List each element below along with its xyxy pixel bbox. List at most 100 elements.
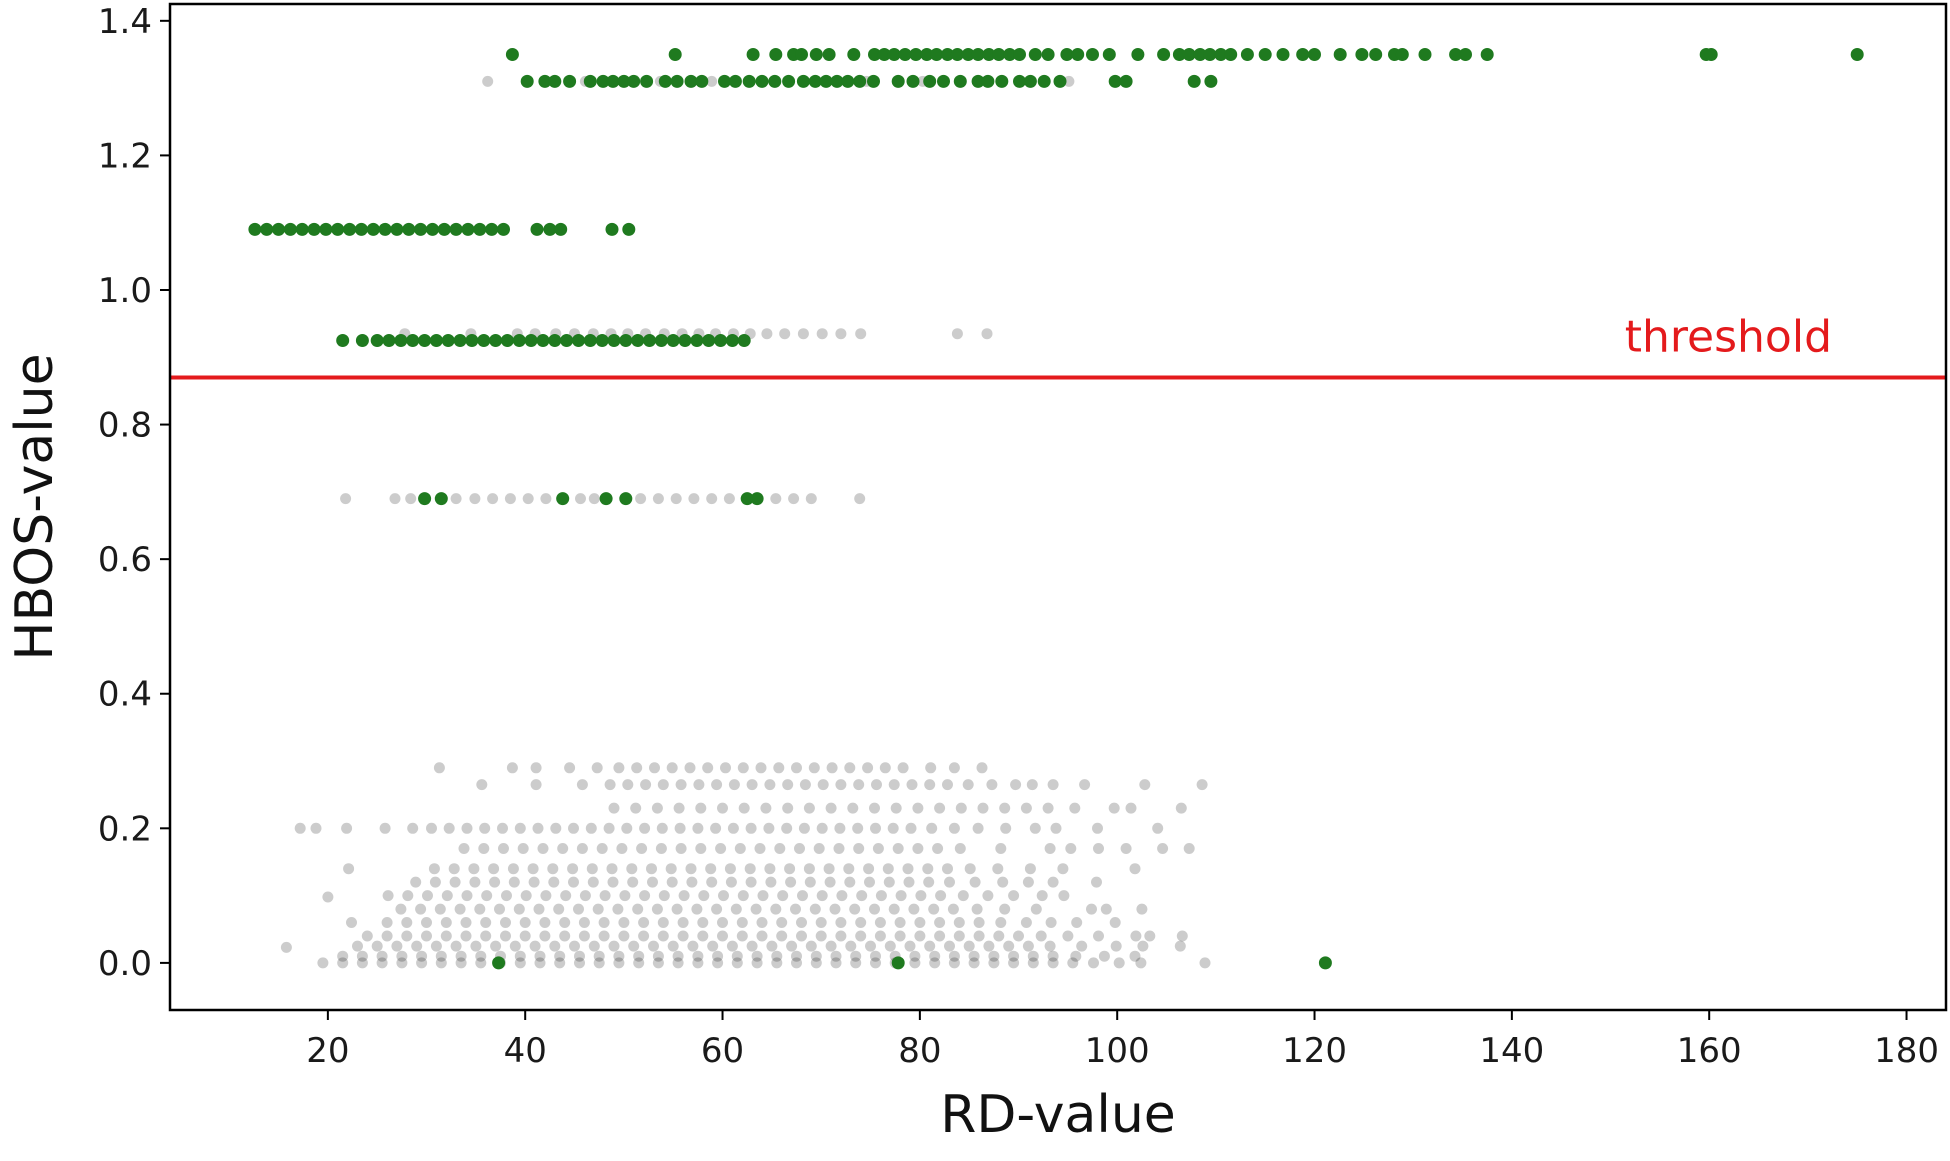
- data-point: [872, 843, 884, 854]
- data-point: [884, 940, 896, 952]
- data-point: [396, 957, 408, 969]
- data-point: [830, 74, 844, 88]
- data-point: [1037, 74, 1051, 88]
- data-point: [613, 762, 625, 774]
- data-point: [574, 950, 585, 962]
- data-point: [790, 903, 801, 915]
- data-point: [944, 876, 955, 888]
- data-point: [1076, 940, 1088, 952]
- data-point: [622, 222, 636, 236]
- data-point: [401, 930, 413, 942]
- data-point: [953, 74, 967, 88]
- data-point: [841, 74, 855, 88]
- data-point: [530, 779, 542, 791]
- data-point: [461, 822, 473, 834]
- data-point: [822, 48, 836, 61]
- data-point: [1065, 843, 1077, 854]
- data-point: [829, 903, 841, 915]
- data-point: [402, 890, 414, 902]
- data-point: [928, 903, 940, 915]
- data-point: [454, 903, 466, 915]
- data-point: [849, 903, 861, 915]
- data-point: [665, 863, 677, 875]
- data-point: [482, 75, 494, 87]
- data-point: [548, 334, 562, 347]
- data-point: [673, 802, 685, 814]
- data-point: [999, 802, 1011, 814]
- data-point: [1036, 890, 1048, 902]
- data-point: [435, 957, 447, 969]
- data-point: [514, 950, 526, 962]
- data-point: [382, 890, 394, 902]
- data-point: [378, 222, 392, 236]
- data-point: [469, 876, 481, 888]
- data-point: [619, 334, 633, 347]
- points-layer: [248, 48, 1864, 970]
- data-point: [1047, 876, 1059, 888]
- data-point: [909, 950, 921, 962]
- data-point: [391, 940, 403, 952]
- data-point: [997, 876, 1009, 888]
- data-point: [336, 334, 350, 347]
- data-point: [835, 930, 847, 942]
- data-point: [371, 940, 383, 952]
- data-point: [568, 876, 579, 888]
- data-point: [576, 843, 588, 854]
- data-point: [294, 822, 306, 834]
- data-point: [868, 48, 881, 61]
- data-point: [1008, 957, 1020, 969]
- data-point: [988, 950, 1000, 962]
- data-point: [888, 903, 900, 915]
- data-point: [695, 802, 707, 814]
- data-point: [553, 903, 565, 915]
- data-point: [948, 950, 960, 962]
- data-point: [564, 762, 576, 774]
- data-point: [626, 863, 638, 875]
- data-point: [586, 863, 598, 875]
- data-point: [993, 930, 1005, 942]
- data-point: [402, 222, 416, 236]
- data-point: [1050, 822, 1062, 834]
- data-point: [715, 843, 727, 854]
- data-point: [450, 493, 462, 505]
- data-point: [692, 957, 704, 969]
- data-point: [757, 890, 769, 902]
- data-point: [470, 940, 482, 952]
- data-point: [904, 940, 916, 952]
- data-point: [948, 822, 960, 834]
- data-point: [948, 957, 960, 969]
- data-point: [961, 48, 975, 61]
- data-point: [612, 903, 624, 915]
- x-tick-label: 40: [504, 1031, 547, 1071]
- data-point: [717, 930, 728, 942]
- data-point: [647, 876, 658, 888]
- data-point: [853, 779, 865, 791]
- data-point: [844, 876, 856, 888]
- data-point: [657, 779, 669, 791]
- data-point: [1035, 930, 1047, 942]
- data-point: [1071, 917, 1083, 928]
- data-point: [999, 903, 1011, 915]
- data-point: [740, 492, 754, 506]
- data-point: [871, 779, 882, 791]
- data-point: [519, 917, 531, 928]
- data-point: [593, 950, 605, 962]
- data-point: [755, 762, 767, 774]
- data-point: [366, 222, 380, 236]
- data-point: [469, 493, 481, 505]
- data-point: [718, 74, 731, 88]
- data-point: [509, 940, 521, 952]
- data-point: [707, 940, 719, 952]
- data-point: [1008, 890, 1020, 902]
- data-point: [728, 779, 740, 791]
- data-point: [1086, 48, 1099, 61]
- data-point: [421, 917, 432, 928]
- x-tick-label: 160: [1677, 1031, 1742, 1071]
- data-point: [764, 779, 776, 791]
- data-point: [887, 48, 901, 61]
- data-point: [522, 493, 534, 505]
- data-point: [465, 334, 479, 347]
- data-point: [1258, 48, 1272, 61]
- data-point: [761, 328, 773, 340]
- data-point: [356, 957, 368, 969]
